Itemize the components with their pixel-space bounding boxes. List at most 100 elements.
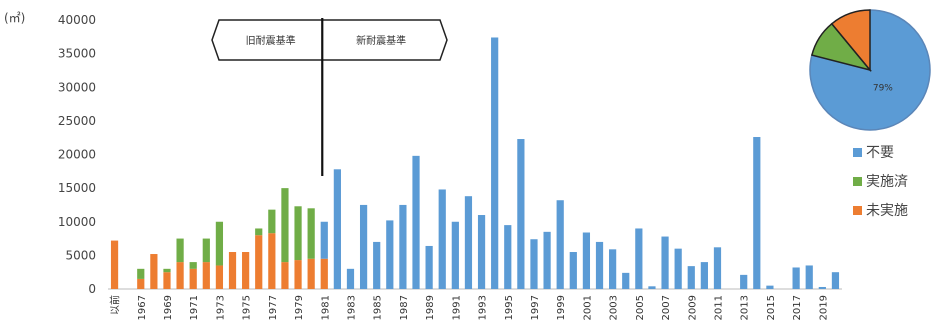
legend-swatch-未実施 [853, 206, 862, 215]
y-axis: (㎡) 0 5000 10000 15000 20000 25000 30000 35000 40… [4, 11, 842, 296]
x-tick-label: 1973 [215, 295, 226, 320]
x-tick-label: 1985 [373, 295, 384, 320]
bar-未実施-1971 [189, 268, 197, 289]
bar-不要-2009 [687, 266, 695, 289]
bar-未実施-1967 [137, 278, 145, 289]
legend-label-実施済: 実施済 [866, 174, 908, 190]
bar-不要-1988 [412, 155, 420, 289]
bar-未実施-1968 [150, 254, 158, 289]
bar-未実施-1979 [294, 260, 302, 289]
bar-不要-1987 [399, 204, 407, 289]
bar-実施済-1967 [137, 268, 145, 279]
legend-label-未実施: 未実施 [866, 203, 908, 219]
y-tick-label: 15000 [58, 181, 96, 195]
bar-不要-2013 [740, 274, 748, 289]
bar-不要-2003 [609, 249, 617, 289]
y-axis-unit: (㎡) [4, 11, 25, 25]
bar-不要-1999 [556, 200, 564, 289]
bar-実施済-1972 [202, 238, 210, 263]
bar-不要-2011 [713, 247, 722, 289]
bar-不要-2017 [792, 267, 800, 289]
bar-未実施-1981 [320, 258, 328, 289]
legend-label-不要: 不要 [866, 145, 894, 161]
bar-実施済-1978 [281, 188, 289, 263]
x-tick-label: 1993 [478, 295, 489, 320]
bar-実施済-1979 [294, 206, 302, 261]
x-tick-label: 1983 [346, 295, 357, 320]
bar-不要-2014 [753, 137, 761, 289]
y-tick-label: 0 [88, 282, 96, 296]
y-tick-label: 40000 [58, 13, 96, 27]
y-tick-label: 25000 [58, 114, 96, 128]
bar-不要-1994 [491, 37, 499, 289]
y-tick-label: 30000 [58, 80, 96, 94]
seismic-standard-annotation: 旧耐震基準 新耐震基準 [211, 18, 448, 176]
bar-不要-1982 [333, 169, 341, 289]
x-tick-label: 1969 [163, 295, 174, 320]
bar-未実施-1977 [268, 233, 276, 289]
bar-未実施-1974 [228, 252, 237, 289]
pie-percent-label: 79% [873, 84, 893, 94]
x-tick-label: 1975 [242, 295, 253, 320]
x-tick-label: 1991 [451, 295, 462, 320]
x-tick-label: 1967 [137, 295, 148, 320]
bar-不要-1991 [451, 221, 459, 289]
bar-不要-2007 [661, 236, 669, 289]
new-standard-label: 新耐震基準 [356, 34, 406, 47]
bar-series [110, 37, 840, 289]
x-tick-label: 1971 [189, 295, 200, 320]
standard-arrow-box [211, 19, 448, 61]
bar-不要-1996 [517, 139, 525, 289]
x-tick-label: 2009 [687, 295, 698, 320]
bar-不要-1998 [543, 231, 551, 289]
x-tick-label: 2001 [582, 295, 593, 320]
x-tick-label: 1989 [425, 295, 436, 320]
x-tick-label: 1977 [268, 295, 279, 320]
bar-不要-2006 [648, 286, 656, 289]
x-tick-label: 1981 [320, 295, 331, 320]
bar-不要-2015 [766, 285, 774, 289]
bar-不要-2005 [635, 228, 643, 289]
pie-chart: 79% [809, 9, 931, 131]
x-tick-label: 1979 [294, 295, 305, 320]
x-tick-label: 2019 [818, 295, 829, 320]
bar-未実施-1976 [255, 235, 263, 289]
x-tick-label: 2017 [792, 295, 803, 320]
bar-不要-1993 [477, 215, 486, 289]
x-tick-label: 2011 [713, 295, 724, 320]
bar-未実施-1978 [281, 262, 289, 289]
bar-未実施-1970 [176, 262, 184, 289]
pie-slice-未実施 [830, 9, 871, 73]
bar-不要-2004 [622, 272, 630, 289]
bar-不要-1981 [320, 221, 328, 259]
bar-実施済-1976 [255, 228, 263, 236]
bar-未実施-1973 [215, 265, 224, 289]
bar-未実施-以前 [110, 240, 119, 289]
x-axis: 以前 1967 1969 1971 1973 1975 1977 1979 1981 1983 19… [109, 295, 830, 320]
bar-不要-1997 [530, 239, 538, 289]
bar-不要-2010 [700, 262, 708, 289]
x-tick-label: 2013 [740, 295, 751, 320]
bar-未実施-1975 [242, 252, 250, 289]
bar-実施済-1969 [163, 268, 171, 273]
bar-未実施-1969 [163, 272, 171, 289]
y-tick-label: 10000 [58, 215, 96, 229]
x-tick-label: 2007 [661, 295, 672, 320]
bar-不要-2019 [818, 286, 826, 289]
legend-swatch-不要 [853, 148, 862, 157]
old-standard-label: 旧耐震基準 [246, 34, 296, 47]
bar-未実施-1972 [202, 262, 210, 289]
bar-不要-1990 [438, 189, 446, 289]
x-tick-label: 2003 [609, 295, 620, 320]
x-tick-label: 1999 [556, 295, 567, 320]
bar-実施済-1977 [268, 209, 276, 234]
x-tick-label: 2005 [635, 295, 646, 320]
bar-不要-2002 [595, 241, 604, 289]
bar-不要-2000 [569, 252, 577, 289]
bar-不要-1989 [425, 245, 433, 289]
bar-不要-2020 [831, 272, 840, 289]
bar-不要-1995 [504, 225, 512, 289]
bar-不要-2018 [805, 265, 813, 289]
